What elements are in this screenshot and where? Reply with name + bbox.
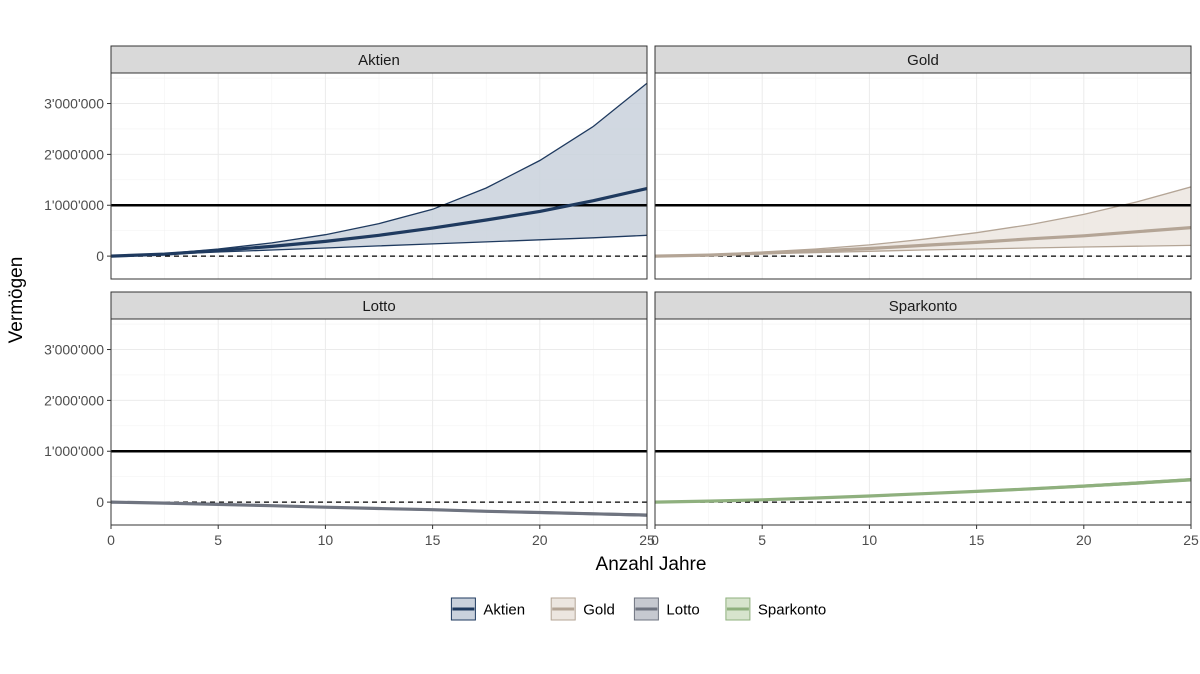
x-tick-label: 20	[1076, 532, 1092, 548]
strip-label: Gold	[907, 52, 939, 69]
series-line-aktien	[111, 186, 647, 258]
x-tick-label: 10	[862, 532, 878, 548]
panel-border	[110, 318, 648, 526]
strip-label: Lotto	[362, 298, 395, 315]
x-axis-title: Anzahl Jahre	[596, 554, 707, 575]
strip-gold	[654, 45, 1192, 74]
legend-item-sparkonto: Sparkonto	[725, 597, 826, 621]
series-line-sparkonto	[655, 478, 1191, 504]
x-tick-label: 0	[651, 532, 659, 548]
y-tick-label: 2'000'000	[44, 392, 104, 408]
legend-label: Aktien	[483, 602, 525, 619]
y-tick-label: 2'000'000	[44, 146, 104, 162]
x-tick-label: 25	[1183, 532, 1199, 548]
legend-item-gold: Gold	[550, 597, 615, 621]
legend: Aktien Gold Lotto Sparkonto	[450, 597, 826, 621]
x-tick-label: 0	[107, 532, 115, 548]
x-tick-label: 15	[425, 532, 441, 548]
legend-label: Gold	[583, 602, 615, 619]
y-axis-title: Vermögen	[6, 257, 27, 344]
plot-area	[655, 73, 1191, 279]
y-tick-label: 0	[96, 494, 104, 510]
series-line-lotto	[111, 500, 647, 517]
panel-sparkonto: Sparkonto 0 5 10 15 20 25	[651, 291, 1199, 548]
legend-item-lotto: Lotto	[633, 597, 700, 621]
strip-sparkonto	[654, 291, 1192, 320]
panel-lotto: Lotto 0 1'000'000 2'000'000 3'000'000 0 5 10 15 2…	[44, 291, 655, 548]
y-tick-label: 3'000'000	[44, 342, 104, 358]
strip-label: Aktien	[358, 52, 400, 69]
ribbon-aktien	[111, 83, 647, 257]
plot-area	[655, 319, 1191, 525]
facet-panels: Aktien 0 1'000'000 2'000'000 3'000'000 Gold Lo…	[44, 45, 1199, 548]
legend-item-aktien: Aktien	[450, 597, 525, 621]
plot-area	[111, 73, 647, 279]
y-tick-label: 1'000'000	[44, 197, 104, 213]
legend-label: Lotto	[666, 602, 699, 619]
x-tick-label: 15	[969, 532, 985, 548]
plot-area	[111, 319, 647, 525]
strip-label: Sparkonto	[889, 298, 957, 315]
panel-gold: Gold	[654, 45, 1192, 280]
y-tick-label: 3'000'000	[44, 96, 104, 112]
panel-aktien: Aktien 0 1'000'000 2'000'000 3'000'000	[44, 45, 648, 280]
legend-label: Sparkonto	[758, 602, 826, 619]
x-tick-label: 20	[532, 532, 548, 548]
x-tick-label: 5	[214, 532, 222, 548]
panel-border	[654, 318, 1192, 526]
y-tick-label: 0	[96, 248, 104, 264]
x-tick-label: 10	[318, 532, 334, 548]
x-tick-label: 25	[639, 532, 655, 548]
series-line-gold	[655, 226, 1191, 258]
strip-aktien	[110, 45, 648, 74]
y-tick-label: 1'000'000	[44, 443, 104, 459]
panel-border	[654, 72, 1192, 280]
x-tick-label: 5	[758, 532, 766, 548]
panel-border	[110, 72, 648, 280]
